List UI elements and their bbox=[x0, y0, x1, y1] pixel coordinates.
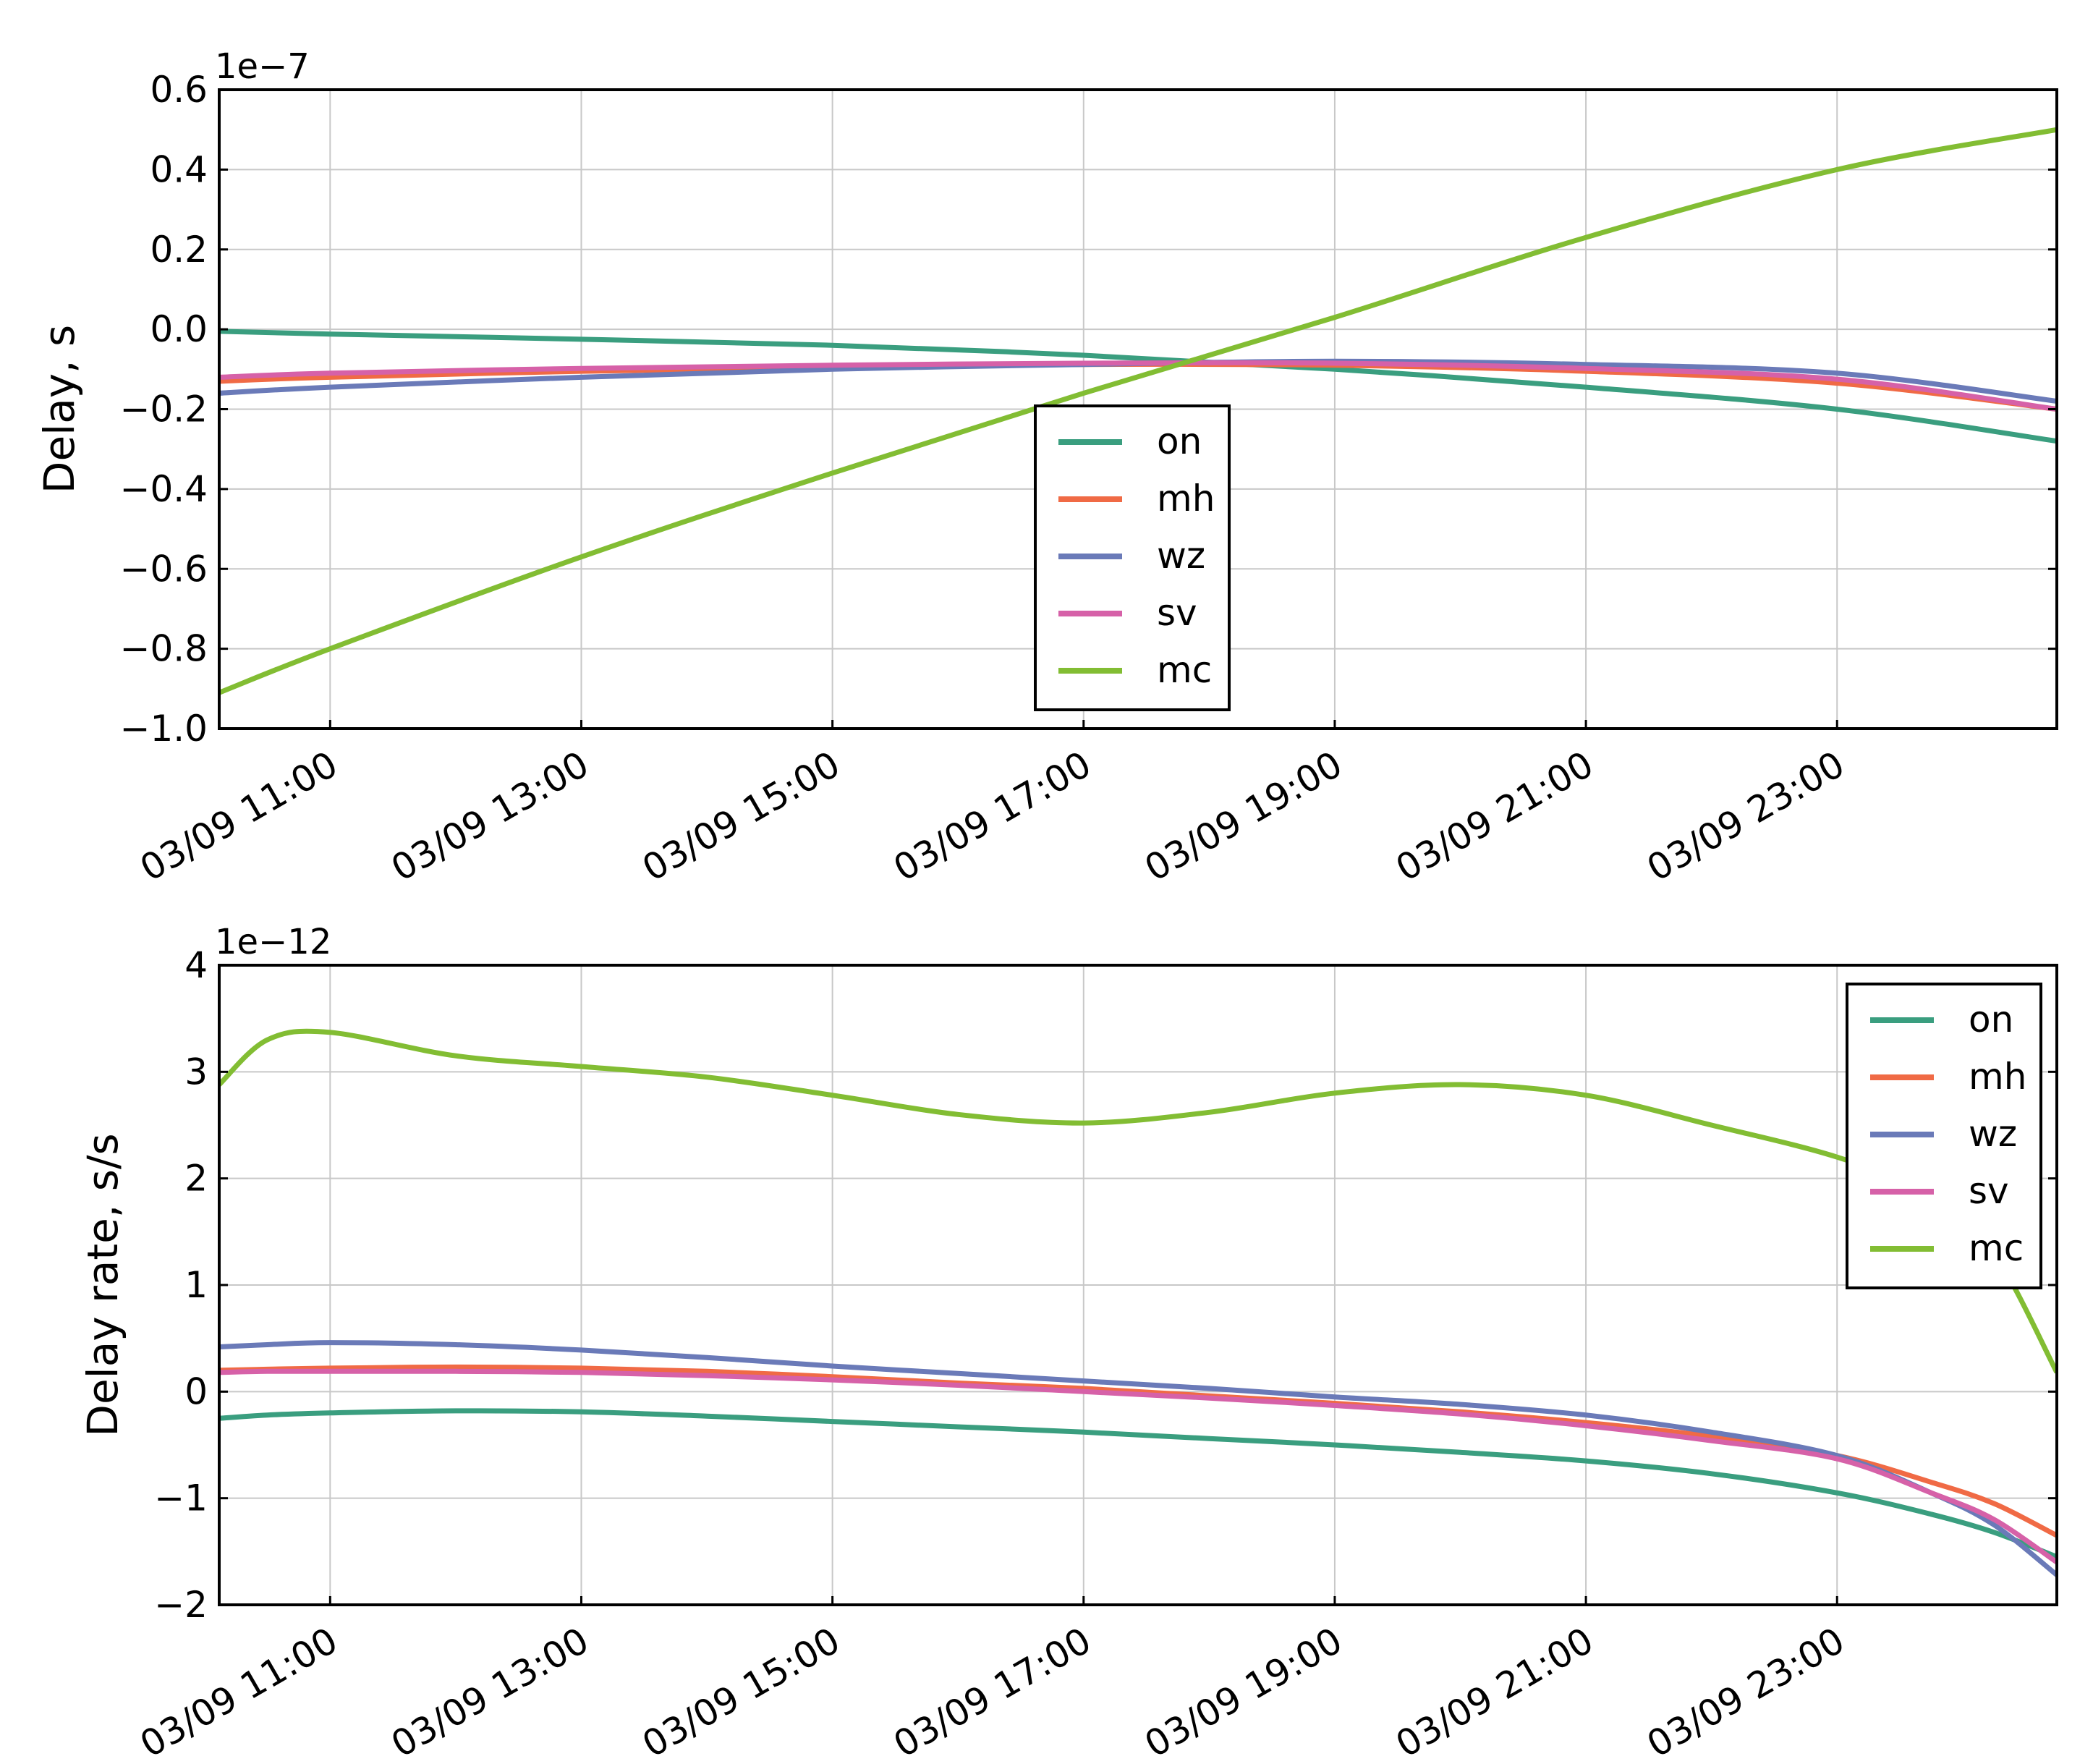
delay-rate-legend-label-mc: mc bbox=[1969, 1227, 2024, 1269]
delay-series-on-line bbox=[219, 328, 2057, 444]
delay-series-lines bbox=[219, 127, 2057, 695]
delay-y-tick-label: −0.8 bbox=[120, 628, 208, 670]
delay-y-tick-label: 0.4 bbox=[150, 148, 208, 190]
delay-y-tick-label: 0.0 bbox=[150, 308, 208, 350]
delay-offset-label: 1e−7 bbox=[215, 46, 310, 87]
delay-rate-offset-label: 1e−12 bbox=[215, 922, 331, 962]
delay-rate-y-tick-label: 2 bbox=[184, 1158, 208, 1200]
delay-y-tick-label: 0.2 bbox=[150, 229, 208, 271]
delay-rate-legend-label-wz: wz bbox=[1969, 1113, 2017, 1155]
delay-y-tick-label: −0.4 bbox=[120, 468, 208, 510]
delay-rate-series-sv-line bbox=[219, 1368, 2057, 1564]
delay-y-axis-label: Delay, s bbox=[35, 325, 84, 493]
delay-rate-y-tick-label: 3 bbox=[184, 1051, 208, 1093]
delay-rate-series-wz-line bbox=[219, 1340, 2057, 1577]
delay-legend-box bbox=[1034, 404, 1231, 711]
delay-y-tick-label: 0.6 bbox=[150, 69, 208, 111]
delay-rate-y-tick-label: 0 bbox=[184, 1370, 208, 1412]
delay-legend-label-on: on bbox=[1157, 420, 1202, 462]
delay-legend-label-mc: mc bbox=[1157, 649, 1212, 691]
delay-legend-label-sv: sv bbox=[1157, 592, 1197, 634]
delay-series-sv-line bbox=[219, 360, 2057, 412]
delay-y-tick-label: −0.6 bbox=[120, 548, 208, 590]
delay-legend-label-mh: mh bbox=[1157, 478, 1215, 520]
delay-rate-legend-box bbox=[1846, 983, 2042, 1289]
delay-rate-y-tick-label: 4 bbox=[184, 944, 208, 986]
delay-legend: on mh wz sv mc bbox=[1034, 404, 1231, 711]
delay-rate-series-on-line bbox=[219, 1408, 2057, 1559]
delay-legend-label-wz: wz bbox=[1157, 535, 1205, 577]
delay-rate-y-tick-label: 1 bbox=[184, 1264, 208, 1306]
delay-rate-legend-label-on: on bbox=[1969, 998, 2013, 1040]
delay-rate-series-mc-line bbox=[219, 1028, 2057, 1374]
delay-grid bbox=[219, 90, 2057, 729]
delay-rate-legend-label-sv: sv bbox=[1969, 1170, 2009, 1212]
delay-rate-series-lines bbox=[219, 1028, 2057, 1577]
delay-rate-y-axis-label: Delay rate, s/s bbox=[78, 1133, 127, 1436]
delay-y-tick-label: −1.0 bbox=[120, 708, 208, 750]
delay-rate-legend: on mh wz sv mc bbox=[1846, 983, 2042, 1289]
delay-series-mc-line bbox=[219, 127, 2057, 695]
delay-rate-y-tick-label: −2 bbox=[154, 1584, 208, 1626]
delay-rate-y-ticks: −2 −1 0 1 2 3 4 bbox=[154, 944, 2057, 1626]
delay-rate-legend-label-mh: mh bbox=[1969, 1056, 2026, 1098]
delay-y-ticks: −1.0 −0.8 −0.6 −0.4 −0.2 0.0 0.2 0.4 0.6 bbox=[120, 69, 2057, 750]
delay-rate-grid bbox=[219, 965, 2057, 1605]
delay-y-tick-label: −0.2 bbox=[120, 389, 208, 431]
delay-rate-y-tick-label: −1 bbox=[154, 1477, 208, 1519]
